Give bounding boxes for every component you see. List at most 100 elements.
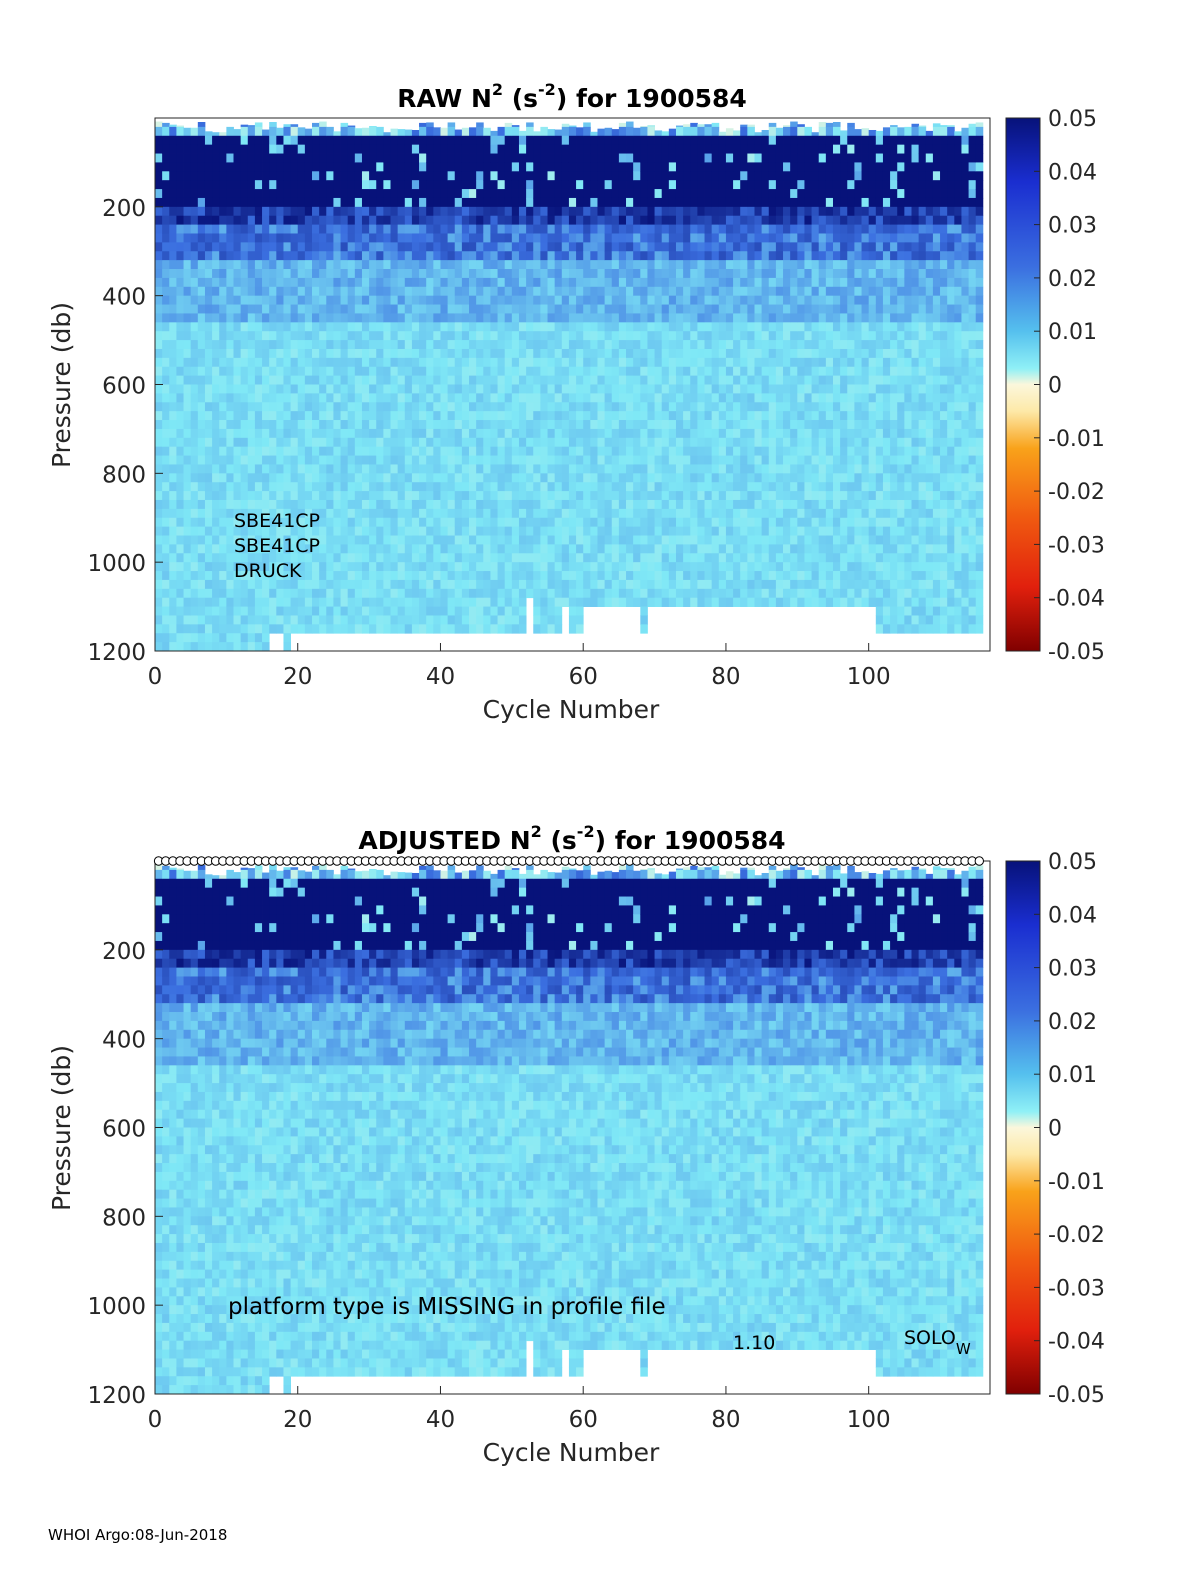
heatmap-cell [183,499,192,510]
heatmap-cell [540,499,548,510]
heatmap-cell [155,588,163,599]
heatmap-cell [483,588,491,599]
heatmap-cell [212,464,220,474]
heatmap-cell [626,482,634,492]
heatmap-cell [618,224,627,234]
heatmap-cell [504,544,513,554]
heatmap-cell [768,508,777,519]
heatmap-cell [376,304,384,314]
heatmap-cell [276,180,284,190]
heatmap-cell [233,233,242,243]
heatmap-cell [640,571,648,581]
heatmap-cell [511,588,520,599]
heatmap-cell [568,125,577,128]
heatmap-cell [347,420,356,430]
heatmap-cell [283,286,291,297]
heatmap-cell [618,428,627,439]
heatmap-cell [718,375,727,385]
heatmap-cell [647,553,655,563]
heatmap-cell [604,491,613,501]
heatmap-cell [469,269,477,279]
heatmap-cell [219,606,227,616]
heatmap-cell [747,269,755,279]
heatmap-cell [668,402,677,412]
heatmap-cell [490,384,498,394]
heatmap-cell [576,517,584,528]
heatmap-cell [518,517,527,528]
heatmap-cell [490,224,498,234]
heatmap-cell [690,122,698,128]
heatmap-cell [376,402,384,412]
heatmap-cell [476,428,484,439]
heatmap-cell [775,189,784,199]
heatmap-cell [283,579,291,590]
heatmap-cell [419,526,427,536]
heatmap-cell [454,129,463,137]
heatmap-cell [597,331,606,341]
heatmap-cell [212,428,220,439]
heatmap-cell [533,224,541,234]
heatmap-cell [654,393,663,403]
heatmap-cell [397,411,406,421]
heatmap-cell [433,624,441,634]
heatmap-cell [504,180,513,190]
heatmap-cell [568,464,577,474]
heatmap-cell [533,624,541,634]
heatmap-cell [768,464,777,474]
heatmap-cell [411,233,420,243]
heatmap-cell [668,180,677,190]
heatmap-cell [754,153,763,163]
heatmap-cell [547,162,556,172]
heatmap-cell [725,180,734,190]
heatmap-cell [661,402,670,412]
heatmap-cell [518,535,527,545]
heatmap-cell [240,224,249,234]
heatmap-cell [604,206,613,217]
heatmap-cell [383,437,391,448]
heatmap-cell [540,562,548,572]
heatmap-cell [704,286,713,297]
heatmap-cell [404,597,413,607]
heatmap-cell [312,224,320,234]
heatmap-cell [340,562,349,572]
heatmap-cell [212,535,220,545]
heatmap-cell [469,393,477,403]
heatmap-cell [761,242,770,252]
heatmap-cell [361,366,370,377]
heatmap-cell [197,455,206,465]
heatmap-cell [754,420,763,430]
heatmap-cell [576,189,584,199]
heatmap-cell [518,206,527,217]
heatmap-cell [675,206,684,217]
heatmap-cell [633,473,641,483]
heatmap-cell [247,606,256,616]
heatmap-cell [197,571,206,581]
heatmap-cell [747,384,755,394]
heatmap-cell [155,251,163,261]
heatmap-cell [540,171,548,181]
heatmap-cell [533,144,541,154]
heatmap-cell [490,562,498,572]
heatmap-cell [397,251,406,261]
heatmap-cell [511,615,520,625]
heatmap-cell [476,171,484,181]
heatmap-cell [290,411,299,421]
heatmap-cell [697,375,705,385]
heatmap-cell [547,357,556,368]
heatmap-cell [583,473,591,483]
heatmap-cell [747,579,755,590]
heatmap-cell [383,562,391,572]
heatmap-cell [254,571,263,581]
heatmap-cell [197,180,206,190]
heatmap-cell [276,588,284,599]
heatmap-cell [340,224,349,234]
heatmap-cell [547,428,556,439]
heatmap-cell [340,180,349,190]
heatmap-cell [447,491,456,501]
heatmap-cell [283,615,291,625]
heatmap-cell [526,322,534,332]
heatmap-cell [447,340,456,350]
heatmap-cell [675,304,684,314]
heatmap-cell [219,624,227,634]
heatmap-cell [419,446,427,456]
